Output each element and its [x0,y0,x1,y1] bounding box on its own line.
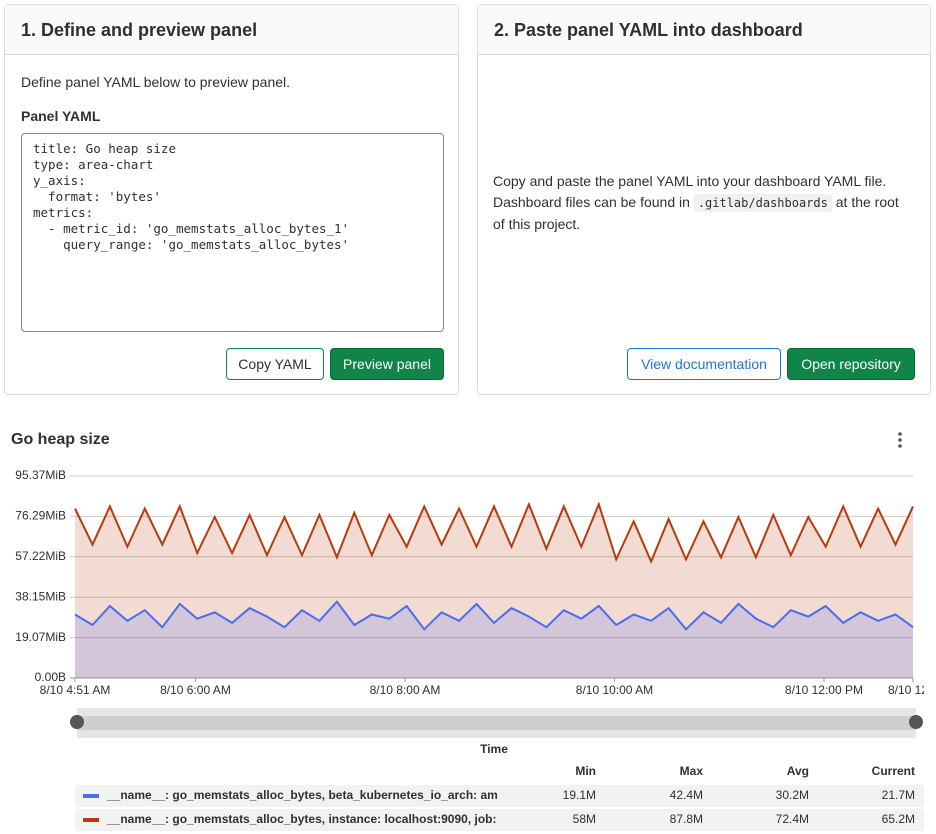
legend-stat: 87.8M [670,812,703,826]
legend-swatch [83,818,99,822]
legend-stat: 30.2M [776,788,809,802]
zoom-preview [77,716,916,730]
y-tick-label: 76.29MiB [15,509,66,523]
legend-label: __name__: go_memstats_alloc_bytes, insta… [106,812,496,826]
legend-row [75,809,924,831]
legend-stat: 58M [573,812,596,826]
field-label: Panel YAML [21,108,101,124]
x-tick-label: 8/10 12:00 PM [785,683,863,697]
area-line [74,501,914,565]
description: Copy and paste the panel YAML into your … [493,171,913,235]
code: .gitlab/dashboards [693,194,832,212]
x-tick-label: 8/10 6:00 AM [160,683,231,697]
y-tick-label: 57.22MiB [15,549,66,563]
legend-header: Current [872,764,915,778]
zoom-handle[interactable] [909,715,923,729]
legend-stat: 42.4M [670,788,703,802]
legend-header: Avg [787,764,809,778]
chart: Go heap size Time 8/10 4:51 AM 8/10 6:00 … [11,431,936,831]
legend-stat: 65.2M [882,812,915,826]
card-title: 2. Paste panel YAML into dashboard [478,5,930,55]
chart-title: Go heap size [11,431,110,448]
repo-button[interactable]: Open repository [787,348,915,380]
docs-button[interactable]: View documentation [627,348,781,380]
legend-row [75,785,924,807]
legend-header: Max [680,764,704,778]
yaml-textarea[interactable]: title: Go heap size type: area-chart y_a… [21,133,444,332]
legend-stat: 72.4M [776,812,809,826]
x-tick-label: 8/10 12:5 [888,683,936,697]
area-fill [75,601,913,678]
menu-icon[interactable] [898,432,902,448]
define-panel-card: 1. Define and preview panel Define panel… [4,4,459,395]
legend-stat: 19.1M [563,788,596,802]
text: Copy and paste the panel YAML into your … [493,173,887,210]
legend-stat: 21.7M [882,788,915,802]
x-tick-label: 8/10 4:51 AM [40,683,111,697]
paste-panel-card: 2. Paste panel YAML into dashboard Copy … [477,4,931,395]
x-tick-label: 8/10 10:00 AM [576,683,653,697]
plot: 8/10 4:51 AM 8/10 6:00 AM 8/10 8:00 AM 8/10… [40,683,936,697]
legend-swatch [83,794,99,798]
text: at the root of this project. [493,194,899,232]
y-tick-label: 0.00B [35,670,66,684]
x-tick-label: 8/10 8:00 AM [370,683,441,697]
y-tick-label: 38.15MiB [15,589,66,603]
preview-button[interactable]: Preview panel [330,348,444,380]
card-title: 1. Define and preview panel [5,5,458,55]
area-line [74,600,914,631]
y-tick-label: 95.37MiB [15,468,66,482]
legend-label: __name__: go_memstats_alloc_bytes, beta_… [106,788,498,802]
y-tick-label: 19.07MiB [15,630,66,644]
zoom-handle[interactable] [70,715,84,729]
description: Define panel YAML below to preview panel… [21,74,291,90]
copy-button[interactable]: Copy YAML [226,348,324,380]
x-axis-label: Time [480,742,508,756]
area-fill [75,504,913,678]
legend-header: Min [575,764,596,778]
